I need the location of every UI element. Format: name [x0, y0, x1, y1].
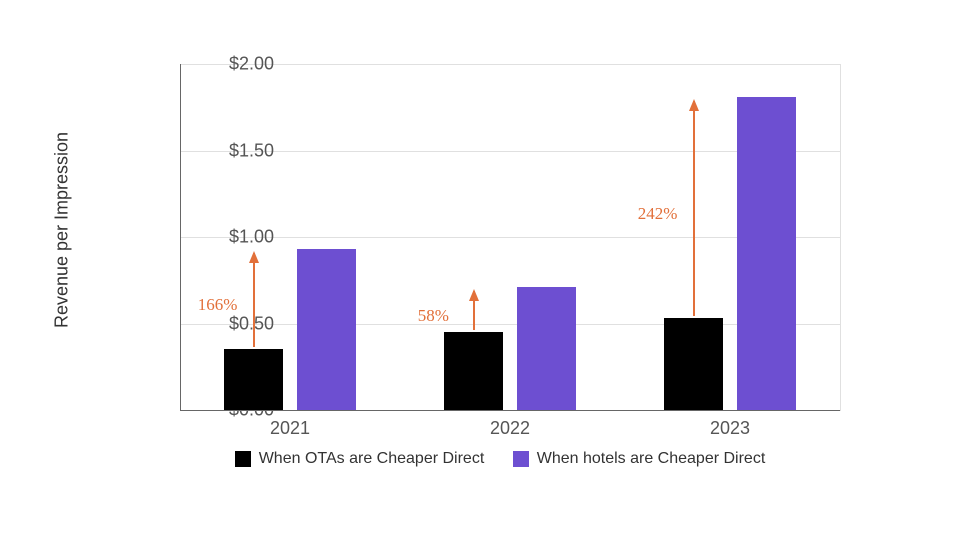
x-tick-label: 2021 [230, 418, 350, 439]
bar [297, 249, 356, 410]
legend-label: When OTAs are Cheaper Direct [259, 450, 485, 468]
bar [444, 332, 503, 410]
bar [664, 318, 723, 410]
legend-item: When hotels are Cheaper Direct [513, 450, 766, 468]
y-tick-label: $0.50 [174, 313, 274, 334]
y-tick-label: $1.50 [174, 140, 274, 161]
bar [224, 349, 283, 410]
growth-label: 242% [638, 204, 678, 224]
legend-item: When OTAs are Cheaper Direct [235, 450, 485, 468]
revenue-chart: Revenue per Impression When OTAs are Che… [120, 30, 880, 470]
bar [737, 97, 796, 410]
y-tick-label: $1.00 [174, 227, 274, 248]
growth-label: 166% [198, 295, 238, 315]
x-axis [180, 410, 840, 411]
x-tick-label: 2022 [450, 418, 570, 439]
bar [517, 287, 576, 410]
growth-label: 58% [418, 306, 449, 326]
legend-swatch [513, 451, 529, 467]
y-axis-label: Revenue per Impression [52, 132, 73, 328]
legend: When OTAs are Cheaper Direct When hotels… [120, 450, 880, 472]
legend-label: When hotels are Cheaper Direct [537, 450, 766, 468]
legend-swatch [235, 451, 251, 467]
y-tick-label: $2.00 [174, 54, 274, 75]
y-axis [180, 64, 181, 410]
x-tick-label: 2023 [670, 418, 790, 439]
